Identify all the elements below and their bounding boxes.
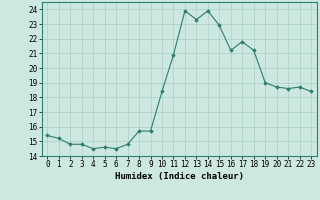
X-axis label: Humidex (Indice chaleur): Humidex (Indice chaleur) — [115, 172, 244, 181]
